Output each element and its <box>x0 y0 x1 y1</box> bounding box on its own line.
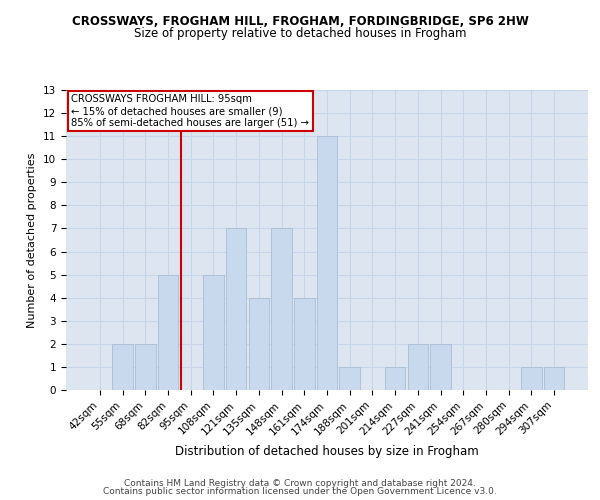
Bar <box>430 344 451 390</box>
Text: CROSSWAYS FROGHAM HILL: 95sqm
← 15% of detached houses are smaller (9)
85% of se: CROSSWAYS FROGHAM HILL: 95sqm ← 15% of d… <box>71 94 309 128</box>
Bar <box>248 298 269 390</box>
Bar <box>226 228 247 390</box>
Bar <box>407 344 428 390</box>
Bar <box>294 298 314 390</box>
Bar <box>271 228 292 390</box>
Bar <box>544 367 564 390</box>
Bar <box>385 367 406 390</box>
Bar <box>135 344 155 390</box>
Bar <box>203 274 224 390</box>
Text: CROSSWAYS, FROGHAM HILL, FROGHAM, FORDINGBRIDGE, SP6 2HW: CROSSWAYS, FROGHAM HILL, FROGHAM, FORDIN… <box>71 15 529 28</box>
Y-axis label: Number of detached properties: Number of detached properties <box>28 152 37 328</box>
Bar <box>112 344 133 390</box>
Text: Contains HM Land Registry data © Crown copyright and database right 2024.: Contains HM Land Registry data © Crown c… <box>124 478 476 488</box>
Bar <box>340 367 360 390</box>
X-axis label: Distribution of detached houses by size in Frogham: Distribution of detached houses by size … <box>175 445 479 458</box>
Text: Size of property relative to detached houses in Frogham: Size of property relative to detached ho… <box>134 28 466 40</box>
Bar <box>317 136 337 390</box>
Bar <box>158 274 178 390</box>
Bar <box>521 367 542 390</box>
Text: Contains public sector information licensed under the Open Government Licence v3: Contains public sector information licen… <box>103 487 497 496</box>
